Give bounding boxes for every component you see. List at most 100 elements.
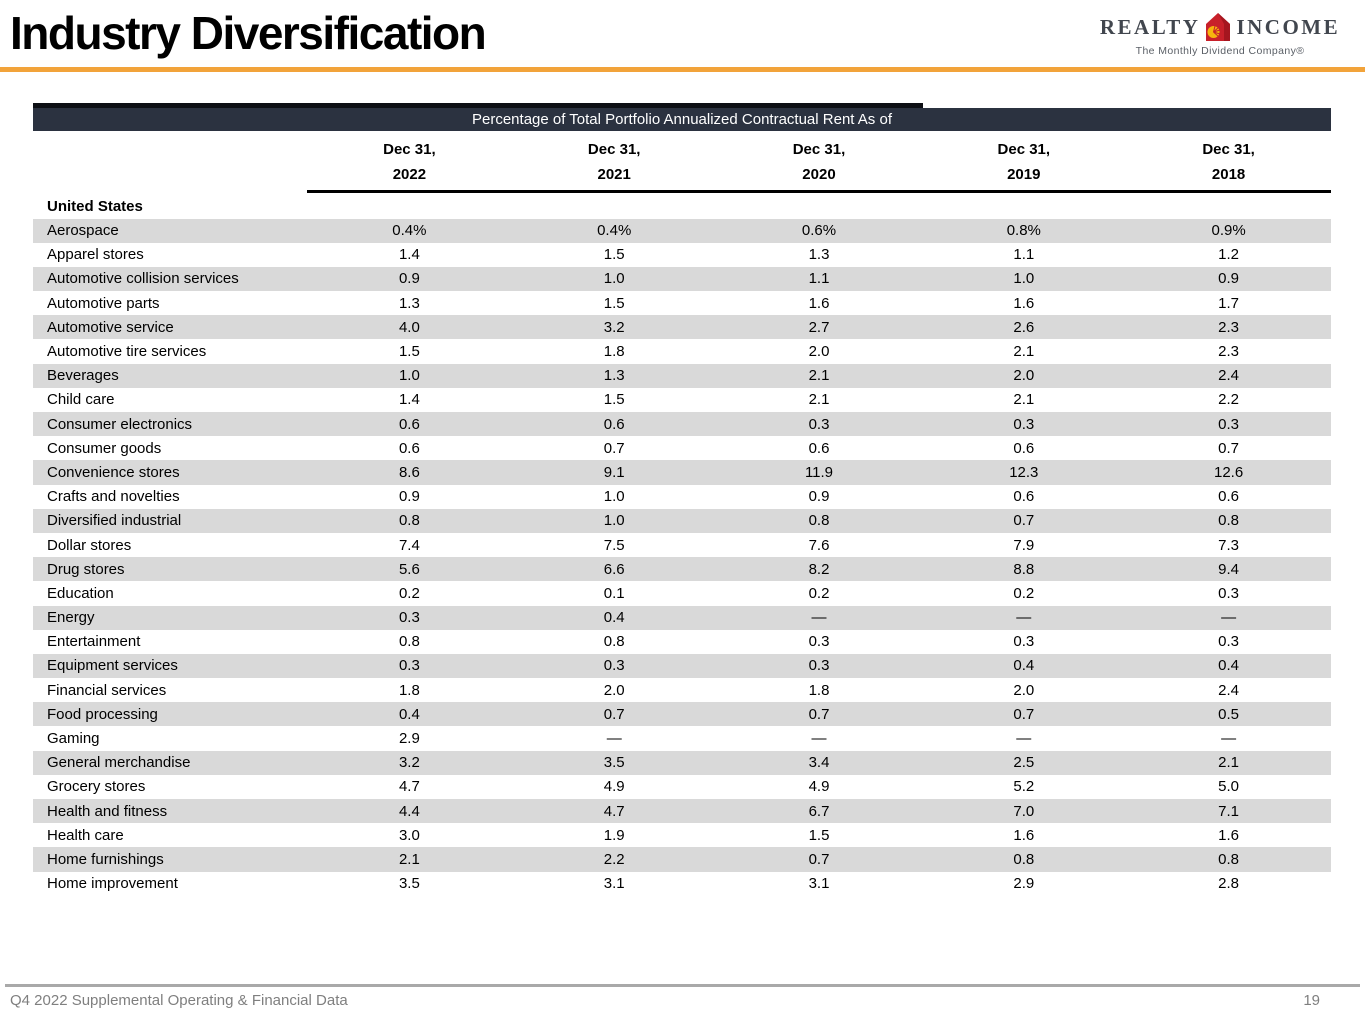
section-label: United States <box>47 197 143 215</box>
value-cell: 4.9 <box>808 778 830 796</box>
value-cell: 2.3 <box>1218 318 1240 336</box>
industry-label: Education <box>47 584 114 602</box>
industry-label: Equipment services <box>47 657 178 675</box>
industry-label: Crafts and novelties <box>47 488 180 506</box>
value-cell: 0.2 <box>398 584 420 602</box>
table-row: General merchandise 3.2 3.5 3.4 2.5 2.1 <box>33 750 1331 775</box>
value-cell: 2.1 <box>398 850 420 868</box>
value-cell: — <box>811 730 827 748</box>
industry-label: Dollar stores <box>47 536 132 554</box>
column-header-line2: 2019 <box>1007 165 1041 183</box>
value-cell: 0.6 <box>1218 488 1240 506</box>
table-row: Food processing 0.4 0.7 0.7 0.7 0.5 <box>33 702 1331 727</box>
table-row: Aerospace 0.4% 0.4% 0.6% 0.8% 0.9% <box>33 218 1331 243</box>
value-cell: 0.2 <box>1013 584 1035 602</box>
value-cell: 3.1 <box>603 875 625 893</box>
value-cell: — <box>1016 609 1032 627</box>
value-cell: 1.6 <box>1013 826 1035 844</box>
value-cell: 5.2 <box>1013 778 1035 796</box>
value-cell: 0.8 <box>808 512 830 530</box>
table-top-rule <box>33 103 924 108</box>
value-cell: 1.5 <box>398 343 420 361</box>
value-cell: 1.0 <box>398 367 420 385</box>
value-cell: 0.6% <box>801 222 837 240</box>
table-row: Grocery stores 4.7 4.9 4.9 5.2 5.0 <box>33 775 1331 799</box>
value-cell: 0.6 <box>603 415 625 433</box>
value-cell: 2.7 <box>808 318 830 336</box>
value-cell: 2.0 <box>1013 367 1035 385</box>
table-row: Home improvement 3.5 3.1 3.1 2.9 2.8 <box>33 872 1331 896</box>
value-cell: 0.4% <box>392 222 427 240</box>
value-cell: 0.3 <box>808 633 830 651</box>
footer-divider <box>5 984 1360 987</box>
column-header-2022: Dec 31, 2022 <box>307 138 512 188</box>
value-cell: 2.2 <box>603 850 625 868</box>
table-row: Drug stores 5.6 6.6 8.2 8.8 9.4 <box>33 557 1331 582</box>
table-body: Aerospace 0.4% 0.4% 0.6% 0.8% 0.9% Apparel sto… <box>33 218 1331 896</box>
value-cell: 4.7 <box>603 802 625 820</box>
table-row: Beverages 1.0 1.3 2.1 2.0 2.4 <box>33 363 1331 388</box>
column-header-line2: 2020 <box>802 165 836 183</box>
value-cell: 1.3 <box>808 246 830 264</box>
table-row: Crafts and novelties 0.9 1.0 0.9 0.6 0.6 <box>33 485 1331 509</box>
value-cell: 0.6 <box>1013 488 1035 506</box>
value-cell: — <box>811 609 827 627</box>
value-cell: 3.0 <box>398 826 420 844</box>
value-cell: 1.8 <box>398 681 420 699</box>
value-cell: 2.3 <box>1218 343 1240 361</box>
value-cell: 0.3 <box>1218 633 1240 651</box>
value-cell: 11.9 <box>804 463 834 481</box>
logo-word-income: INCOME <box>1236 14 1341 39</box>
value-cell: 3.5 <box>398 875 420 893</box>
value-cell: 0.1 <box>603 584 625 602</box>
industry-label: Consumer electronics <box>47 415 193 433</box>
table-row: Education 0.2 0.1 0.2 0.2 0.3 <box>33 581 1331 605</box>
value-cell: 1.0 <box>603 270 625 288</box>
value-cell: 2.0 <box>603 681 625 699</box>
value-cell: 1.5 <box>603 246 625 264</box>
orange-accent-bar <box>0 67 1365 72</box>
value-cell: 0.4 <box>398 705 420 723</box>
value-cell: 3.4 <box>808 754 830 772</box>
column-header-2021: Dec 31, 2021 <box>512 138 717 188</box>
value-cell: 2.1 <box>1218 754 1240 772</box>
value-cell: 0.6 <box>1013 439 1035 457</box>
value-cell: 1.9 <box>603 826 625 844</box>
value-cell: 0.8% <box>1006 222 1041 240</box>
value-cell: 0.9 <box>398 488 420 506</box>
value-cell: 3.1 <box>808 875 830 893</box>
column-header-line2: 2018 <box>1211 165 1246 183</box>
column-header-2020: Dec 31, 2020 <box>717 138 922 188</box>
industry-label: Gaming <box>47 730 100 748</box>
value-cell: 0.3 <box>398 657 420 675</box>
table-row: Automotive service 4.0 3.2 2.7 2.6 2.3 <box>33 315 1331 340</box>
value-cell: 2.1 <box>1013 391 1035 409</box>
value-cell: 0.7 <box>1013 512 1035 530</box>
value-cell: 0.7 <box>1013 705 1035 723</box>
value-cell: 6.6 <box>603 560 625 578</box>
table-row: Home furnishings 2.1 2.2 0.7 0.8 0.8 <box>33 847 1331 872</box>
value-cell: 0.4 <box>603 609 625 627</box>
value-cell: 0.9 <box>1218 270 1240 288</box>
table-row: Convenience stores 8.6 9.1 11.9 12.3 12.6 <box>33 460 1331 485</box>
value-cell: 7.9 <box>1013 536 1035 554</box>
page-number: 19 <box>1303 992 1320 1009</box>
value-cell: 0.3 <box>808 657 830 675</box>
value-cell: 0.3 <box>1013 415 1035 433</box>
industry-label: Health and fitness <box>47 802 168 820</box>
table-row: Consumer electronics 0.6 0.6 0.3 0.3 0.3 <box>33 412 1331 437</box>
value-cell: 0.6 <box>398 439 420 457</box>
value-cell: — <box>1221 730 1237 748</box>
footer-source: Q4 2022 Supplemental Operating & Financi… <box>10 992 348 1009</box>
value-cell: 7.1 <box>1218 802 1240 820</box>
value-cell: 0.3 <box>1013 633 1035 651</box>
realty-income-logo: REALTY INCOME The Monthly Dividend Compa… <box>1100 12 1338 57</box>
value-cell: 2.4 <box>1218 681 1240 699</box>
value-cell: 9.1 <box>603 463 625 481</box>
industry-label: Apparel stores <box>47 246 144 264</box>
value-cell: 3.2 <box>603 318 625 336</box>
value-cell: 0.9% <box>1211 222 1246 240</box>
value-cell: 4.7 <box>398 778 420 796</box>
value-cell: 0.7 <box>808 705 830 723</box>
value-cell: 5.6 <box>398 560 420 578</box>
